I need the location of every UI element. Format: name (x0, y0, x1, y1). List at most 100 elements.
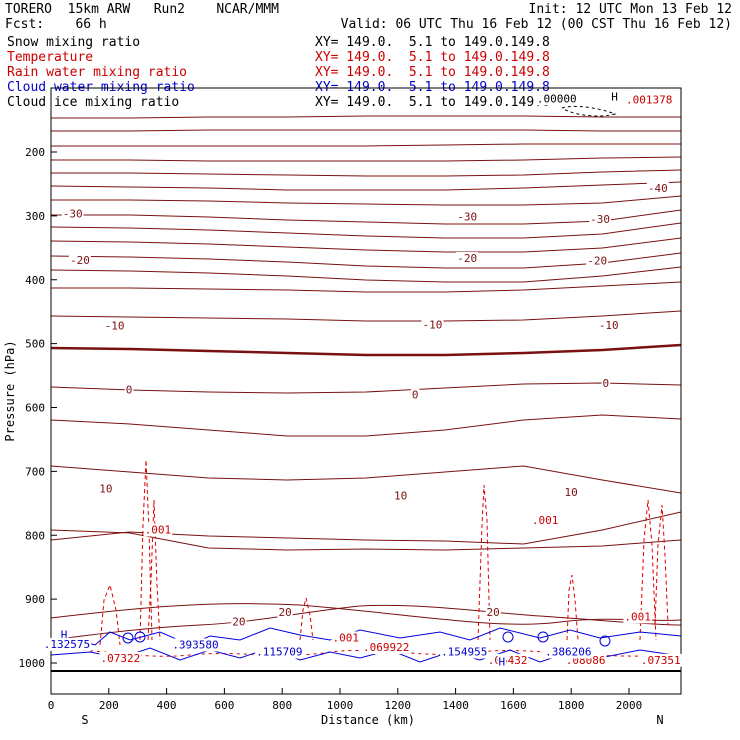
legend-label-rain: Rain water mixing ratio (7, 65, 188, 80)
temperature-contour-label: -10 (105, 320, 125, 333)
rain-contour (139, 459, 153, 641)
cloud-water-contour-label-bg (59, 628, 69, 642)
cloud-water-contour-label-bg (497, 655, 507, 669)
plot-frame (50, 87, 682, 695)
temperature-contour-label-bg (421, 318, 444, 332)
header-line1-right: Init: 12 UTC Mon 13 Feb 12 (528, 2, 733, 17)
x-tick-label: 1200 (385, 699, 412, 712)
rain-contour-label: .001378 (626, 94, 672, 107)
temperature-isotherm (50, 310, 682, 322)
temperature-contour-label-bg (597, 319, 620, 333)
rain-contour (54, 649, 682, 657)
x-axis-ticks: 0 200 400 600 800 1000 1200 1400 1600 1800 2000 (48, 688, 643, 712)
legend-xy-cloud-ice: XY= 149.0. 5.1 to 149.0.149.8 (315, 95, 550, 110)
rain-contour (477, 484, 491, 641)
cloud-water-maximum (122, 632, 134, 644)
cloud-water-contour-label: H (61, 628, 68, 641)
rain-contour (299, 597, 314, 641)
x-tick-label: 2000 (616, 699, 643, 712)
rain-contour-label: .001 (624, 610, 651, 623)
cloud-water-maximum (134, 631, 146, 643)
cloud-water-contour-label-bg (440, 645, 489, 659)
temperature-contour-label-bg (586, 254, 609, 268)
x-tick-label: 0 (48, 699, 55, 712)
temperature-contour-label: -30 (590, 213, 610, 226)
x-tick-label: 800 (272, 699, 292, 712)
temperature-isotherm (50, 252, 682, 269)
rain-contour-label: .07351 (641, 654, 681, 667)
cloud-water-contour-label-bg (544, 645, 593, 659)
temperature-contour-label: -10 (599, 319, 619, 332)
rain-contour-label-bg (623, 610, 652, 624)
temperature-contour-label: -30 (63, 207, 83, 220)
temperature-contour-label-bg (231, 615, 247, 629)
x-tick-label: 400 (157, 699, 177, 712)
temperature-contour-label: -20 (587, 255, 607, 268)
temperature-contour-label: -10 (423, 318, 443, 331)
cloud-water-maximum (599, 635, 611, 647)
temperature-contour-label: -20 (457, 252, 477, 265)
legend-label-snow: Snow mixing ratio (7, 35, 141, 50)
temperature-contour-label: 10 (565, 486, 578, 499)
temperature-isotherm (50, 603, 682, 625)
y-axis-label: Pressure (hPa) (3, 340, 17, 441)
rain-contour (147, 499, 161, 641)
x-end-label-south: S (81, 713, 88, 727)
temperature-contour-label: 20 (278, 606, 291, 619)
y-tick-label: 400 (25, 274, 45, 287)
x-tick-label: 1000 (327, 699, 354, 712)
y-axis-ticks: 200 300 400 500 600 700 800 900 1000 (19, 146, 57, 670)
header-line1-left: TORERO 15km ARW Run2 NCAR/MMM (5, 2, 279, 17)
temperature-contour-label: 10 (394, 490, 407, 503)
x-tick-label: 200 (99, 699, 119, 712)
rain-contour-label: .001 (145, 524, 172, 537)
cloud-water-contour-label: .386206 (545, 646, 591, 659)
temperature-contour-label: 0 (126, 384, 133, 397)
rain-water-contours (54, 459, 682, 657)
temperature-isotherm (50, 382, 682, 394)
temperature-isotherm (51, 209, 682, 225)
temperature-isotherm (51, 195, 682, 206)
temperature-isotherm (50, 237, 682, 253)
temperature-isotherm (51, 143, 681, 147)
temperature-isotherm (50, 604, 682, 641)
temperature-contour-label: 10 (99, 483, 112, 496)
header-line2-right: Valid: 06 UTC Thu 16 Feb 12 (00 CST Thu … (340, 17, 732, 32)
temperature-contour-label: 0 (412, 389, 419, 402)
x-tick-label: 1800 (558, 699, 585, 712)
cloud-water-contour-label: .154955 (441, 646, 487, 659)
cloud-water-contour-label: .393580 (172, 638, 218, 651)
rain-contour-label-bg (99, 651, 142, 665)
temperature-contour-label-bg (563, 485, 579, 499)
legend-xy-temperature: XY= 149.0. 5.1 to 149.0.149.8 (315, 50, 550, 65)
temperature-isotherm (50, 529, 682, 551)
temperature-isotherm (51, 169, 682, 177)
rain-contour-label-bg (625, 93, 674, 107)
temperature-contour-label-bg (61, 207, 84, 221)
temperature-contour-label-bg (103, 319, 126, 333)
cloud-water-contour-label-bg (171, 638, 220, 652)
cloud-water-contour-label-bg (42, 637, 92, 651)
snow-contour (561, 105, 617, 117)
cloud-water-contour (50, 627, 682, 646)
rain-contour-label: .069922 (363, 641, 409, 654)
temperature-contour-label: 20 (487, 606, 500, 619)
temperature-contour-label: -40 (648, 182, 668, 195)
x-tick-label: 1400 (442, 699, 469, 712)
cloud-water-contour-label: .115709 (256, 646, 302, 659)
snow-contour-label: H (611, 90, 618, 103)
temperature-isotherm (50, 222, 682, 239)
temperature-isotherm (51, 129, 681, 132)
y-tick-label: 500 (25, 338, 45, 351)
y-tick-label: 800 (25, 529, 45, 542)
temperature-contours (50, 115, 682, 641)
temperature-contour-label-bg (485, 605, 501, 619)
snow-contours (561, 105, 617, 117)
rain-contour-label-bg (143, 523, 173, 537)
temperature-contour-label-bg (601, 377, 611, 391)
x-end-label-north: N (656, 713, 663, 727)
temperature-isotherm (50, 414, 682, 437)
rain-contour-label-bg (486, 653, 529, 667)
temperature-contour-label-bg (98, 482, 114, 496)
x-tick-label: 1600 (500, 699, 527, 712)
